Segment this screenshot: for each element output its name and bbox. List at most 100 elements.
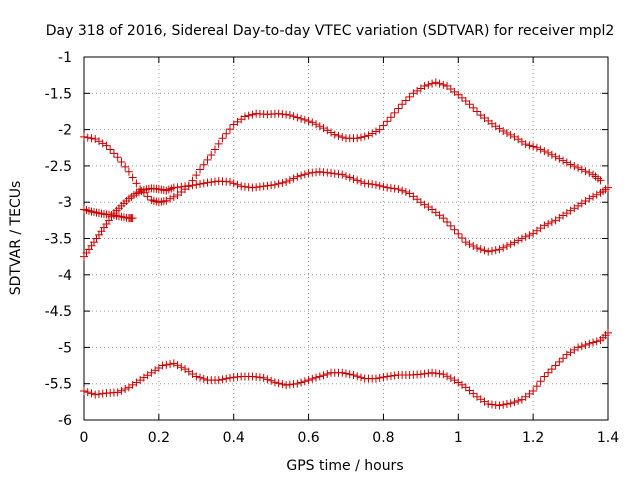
- data-point-marker: [502, 128, 511, 137]
- series-2-markers: [80, 167, 612, 261]
- data-point-marker: [218, 375, 227, 384]
- data-point-marker: [540, 372, 549, 381]
- data-point-marker: [113, 388, 122, 397]
- data-point-marker: [547, 150, 556, 159]
- x-tick-label: 1: [454, 430, 463, 446]
- data-point-marker: [596, 176, 605, 185]
- data-point-marker: [117, 386, 126, 395]
- data-point-marker: [274, 179, 283, 188]
- data-point-marker: [585, 339, 594, 348]
- data-point-marker: [581, 167, 590, 176]
- data-point-marker: [356, 177, 365, 186]
- data-point-marker: [196, 373, 205, 382]
- y-tick-label: -1.5: [45, 86, 72, 102]
- data-point-marker: [431, 78, 440, 87]
- data-point-marker: [379, 182, 388, 191]
- data-point-marker: [106, 145, 115, 154]
- data-point-marker: [458, 234, 467, 243]
- data-point-marker: [300, 377, 309, 386]
- data-point-marker: [544, 148, 553, 157]
- data-point-marker: [547, 365, 556, 374]
- data-point-marker: [233, 180, 242, 189]
- data-point-marker: [196, 165, 205, 174]
- data-point-marker: [394, 104, 403, 113]
- x-tick-label: 0.8: [372, 430, 394, 446]
- data-point-marker: [169, 192, 178, 201]
- data-point-marker: [308, 374, 317, 383]
- data-point-marker: [312, 373, 321, 382]
- data-point-marker: [169, 359, 178, 368]
- data-point-marker: [315, 122, 324, 131]
- data-point-marker: [87, 389, 96, 398]
- data-point-marker: [308, 118, 317, 127]
- data-point-marker: [574, 163, 583, 172]
- y-tick-label: -2.5: [45, 159, 72, 175]
- data-point-marker: [532, 382, 541, 391]
- data-point-marker: [405, 92, 414, 101]
- data-point-marker: [162, 360, 171, 369]
- data-point-marker: [443, 218, 452, 227]
- data-point-marker: [510, 238, 519, 247]
- x-tick-labels: 0 0.2 0.4 0.6 0.8 1 1.2 1.4: [80, 430, 620, 446]
- data-point-marker: [487, 246, 496, 255]
- data-point-marker: [375, 373, 384, 382]
- data-point-marker: [465, 100, 474, 109]
- data-point-marker: [491, 246, 500, 255]
- y-tick-label: -2: [58, 123, 72, 139]
- data-point-marker: [589, 338, 598, 347]
- data-point-marker: [315, 372, 324, 381]
- data-point-marker: [293, 172, 302, 181]
- data-point-marker: [544, 219, 553, 228]
- data-point-marker: [124, 167, 133, 176]
- data-point-marker: [532, 143, 541, 152]
- data-point-marker: [574, 343, 583, 352]
- x-axis-title: GPS time / hours: [286, 458, 403, 474]
- data-point-marker: [334, 131, 343, 140]
- data-point-marker: [559, 354, 568, 363]
- y-tick-labels: -6 -5.5 -5 -4.5 -4 -3.5 -3 -2.5 -2 -1.5 -1: [45, 50, 72, 429]
- data-point-marker: [360, 132, 369, 141]
- chart-title: Day 318 of 2016, Sidereal Day-to-day VTE…: [46, 23, 615, 39]
- data-point-marker: [113, 153, 122, 162]
- x-tick-label: 0: [80, 430, 89, 446]
- data-point-marker: [585, 168, 594, 177]
- data-point-marker: [166, 194, 175, 203]
- data-point-marker: [218, 134, 227, 143]
- data-point-marker: [525, 231, 534, 240]
- data-point-marker: [502, 242, 511, 251]
- data-point-marker: [297, 171, 306, 180]
- data-point-marker: [338, 170, 347, 179]
- x-tick-label: 0.4: [223, 430, 245, 446]
- data-point-marker: [330, 130, 339, 139]
- data-point-marker: [173, 361, 182, 370]
- data-point-marker: [499, 127, 508, 136]
- data-point-marker: [439, 214, 448, 223]
- y-tick-label: -4.5: [45, 304, 72, 320]
- data-point-marker: [454, 229, 463, 238]
- data-point-marker: [83, 133, 92, 142]
- data-point-marker: [424, 80, 433, 89]
- data-point-marker: [439, 80, 448, 89]
- data-point-marker: [143, 192, 152, 201]
- data-point-marker: [289, 112, 298, 121]
- data-point-marker: [342, 172, 350, 181]
- data-point-marker: [547, 218, 556, 227]
- x-tick-label: 0.2: [148, 430, 170, 446]
- data-point-marker: [604, 183, 612, 192]
- data-point-marker: [285, 176, 294, 185]
- data-point-marker: [293, 379, 302, 388]
- data-point-marker: [102, 141, 111, 150]
- data-point-marker: [199, 160, 208, 169]
- data-point-marker: [121, 162, 130, 171]
- data-point-marker: [368, 129, 377, 138]
- data-point-marker: [199, 179, 208, 188]
- data-point-marker: [525, 141, 534, 150]
- data-point-marker: [356, 373, 365, 382]
- data-point-marker: [473, 107, 481, 116]
- data-point-marker: [192, 372, 201, 381]
- data-point-marker: [589, 192, 598, 201]
- data-point-marker: [540, 221, 549, 230]
- data-point-marker: [297, 114, 306, 123]
- data-point-marker: [289, 174, 298, 183]
